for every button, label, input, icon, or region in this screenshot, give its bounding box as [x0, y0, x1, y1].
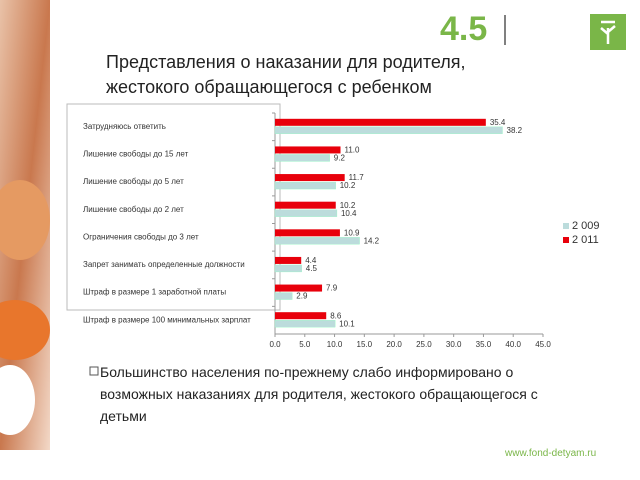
value-label: 10.1	[339, 319, 355, 328]
x-tick-label: 45.0	[535, 340, 551, 349]
value-label: 4.5	[306, 264, 318, 273]
bar	[274, 264, 302, 273]
category-label: Лишение свободы до 15 лет	[83, 150, 189, 159]
x-tick-label: 30.0	[446, 340, 462, 349]
value-label: 10.2	[340, 181, 356, 190]
x-tick-label: 40.0	[505, 340, 521, 349]
bar	[275, 118, 486, 126]
value-label: 38.2	[507, 126, 523, 135]
x-tick-label: 0.0	[269, 340, 281, 349]
bar	[274, 209, 338, 217]
legend-swatch	[563, 237, 569, 243]
category-label: Штраф в размере 100 минимальных зарплат	[83, 315, 251, 324]
url: www.fond-detyam.ru	[505, 448, 597, 459]
bar	[274, 181, 336, 190]
bullet-text: Большинство населения по-прежнему слабо …	[100, 364, 538, 424]
category-label: Затрудняюсь ответить	[83, 122, 166, 131]
value-label: 7.9	[326, 284, 338, 293]
value-label: 14.2	[364, 236, 380, 245]
bar	[275, 312, 327, 320]
value-label: 11.7	[349, 173, 365, 182]
value-label: 10.2	[340, 201, 356, 210]
value-label: 2.9	[296, 292, 308, 301]
category-label: Ограничения свободы до 3 лет	[83, 232, 199, 241]
photo-detail	[0, 365, 35, 435]
legend-label: 2 011	[572, 234, 599, 246]
legend-swatch	[563, 223, 569, 229]
value-label: 9.2	[334, 154, 346, 163]
category-label: Лишение свободы до 5 лет	[83, 177, 184, 186]
bullet-icon	[89, 366, 99, 376]
bar	[274, 237, 360, 245]
slide-title: Представления о наказании для родителя, …	[106, 52, 466, 97]
category-label: Штраф в размере 1 заработной платы	[83, 288, 226, 297]
value-label: 8.6	[330, 311, 342, 320]
bar	[274, 292, 293, 300]
x-tick-label: 25.0	[416, 340, 432, 349]
value-label: 11.0	[345, 146, 361, 155]
bar	[274, 320, 336, 328]
bar	[275, 229, 340, 237]
bar	[275, 174, 345, 182]
x-tick-label: 35.0	[476, 340, 492, 349]
legend-label: 2 009	[572, 220, 600, 232]
x-tick-label: 15.0	[357, 340, 373, 349]
bar	[275, 284, 323, 292]
photo-detail	[0, 180, 50, 260]
x-tick-label: 10.0	[327, 340, 343, 349]
category-label: Лишение свободы до 2 лет	[83, 205, 184, 214]
bar	[275, 146, 341, 154]
x-tick-label: 20.0	[386, 340, 402, 349]
bar	[274, 126, 503, 134]
value-label: 4.4	[305, 256, 317, 265]
section-number: 4.5	[440, 10, 488, 48]
bar	[275, 201, 336, 209]
value-label: 10.4	[341, 209, 357, 218]
value-label: 35.4	[490, 118, 506, 127]
bar	[275, 256, 302, 264]
logo-tree	[600, 20, 616, 44]
bar	[274, 154, 330, 162]
category-label: Запрет занимать определенные должности	[83, 260, 245, 269]
photo-detail	[0, 300, 50, 360]
value-label: 10.9	[344, 228, 360, 237]
x-tick-label: 5.0	[299, 340, 311, 349]
